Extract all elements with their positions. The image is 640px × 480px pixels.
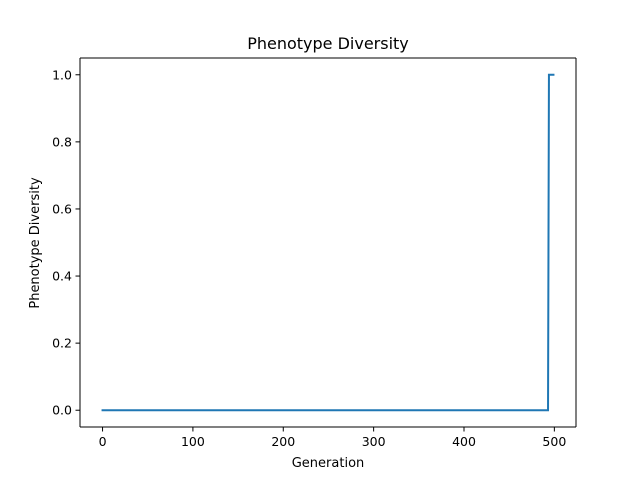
chart-title: Phenotype Diversity: [247, 34, 409, 53]
plot-area: [80, 58, 576, 427]
x-tick-label: 400: [452, 434, 476, 449]
x-axis-label: Generation: [292, 456, 365, 471]
y-tick-label: 0.0: [52, 403, 72, 418]
x-tick-label: 0: [99, 434, 107, 449]
axis-ticks: 0 100 200 300 400 500 0.0 0.2 0.4 0.6 0.8 1.0: [52, 67, 566, 449]
series-line-0: [101, 73, 555, 412]
y-tick-label: 0.8: [52, 134, 72, 149]
axes-frame: [79, 57, 577, 428]
y-tick-label: 0.2: [52, 336, 72, 351]
y-tick-label: 1.0: [52, 67, 72, 82]
y-axis-label: Phenotype Diversity: [28, 177, 43, 309]
x-tick-label: 300: [362, 434, 386, 449]
y-tick-label: 0.4: [52, 269, 72, 284]
x-tick-label: 200: [271, 434, 295, 449]
x-tick-label: 100: [181, 434, 205, 449]
y-tick-label: 0.6: [52, 201, 72, 216]
x-tick-label: 500: [542, 434, 566, 449]
chart-marks: [101, 73, 555, 412]
